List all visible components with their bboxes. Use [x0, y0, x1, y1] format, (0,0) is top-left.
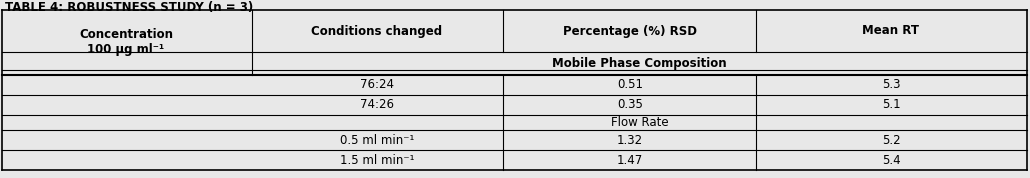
Text: 1.5 ml min⁻¹: 1.5 ml min⁻¹: [340, 153, 414, 166]
Text: 0.51: 0.51: [617, 78, 643, 91]
Text: Mean RT: Mean RT: [862, 25, 920, 38]
Text: 1.32: 1.32: [617, 134, 643, 146]
Text: Mobile Phase Composition: Mobile Phase Composition: [552, 57, 727, 70]
Text: 5.2: 5.2: [882, 134, 900, 146]
Text: 74:26: 74:26: [360, 98, 394, 111]
Text: Flow Rate: Flow Rate: [611, 116, 668, 129]
Text: 5.1: 5.1: [882, 98, 900, 111]
Text: 5.3: 5.3: [882, 78, 900, 91]
Text: Conditions changed: Conditions changed: [311, 25, 443, 38]
Text: 76:24: 76:24: [360, 78, 394, 91]
Text: Concentration
100 μg ml⁻¹: Concentration 100 μg ml⁻¹: [79, 28, 173, 56]
Text: 5.4: 5.4: [882, 153, 900, 166]
Text: 1.47: 1.47: [617, 153, 643, 166]
Text: 0.35: 0.35: [617, 98, 643, 111]
Text: 0.5 ml min⁻¹: 0.5 ml min⁻¹: [340, 134, 414, 146]
Text: TABLE 4: ROBUSTNESS STUDY (n = 3): TABLE 4: ROBUSTNESS STUDY (n = 3): [5, 1, 253, 14]
Text: Percentage (%) RSD: Percentage (%) RSD: [563, 25, 697, 38]
